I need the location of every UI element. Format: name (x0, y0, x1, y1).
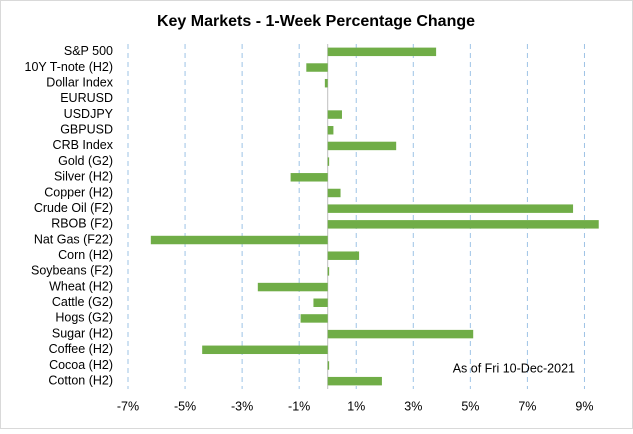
bar (327, 188, 341, 198)
y-tick-label: Hogs (G2) (55, 311, 113, 325)
bar (257, 282, 328, 292)
y-tick-label: Cattle (G2) (52, 295, 113, 309)
y-tick-label: 10Y T-note (H2) (25, 60, 113, 74)
x-tick-label: -5% (174, 399, 196, 413)
bar (202, 345, 328, 355)
bar (290, 173, 328, 182)
bar (327, 220, 599, 229)
x-tick-label: 3% (404, 399, 422, 413)
bar (327, 251, 360, 260)
y-tick-label: Coffee (H2) (49, 342, 113, 356)
bar (327, 267, 330, 276)
y-tick-label: Wheat (H2) (49, 279, 113, 293)
y-tick-label: CRB Index (53, 138, 114, 152)
y-tick-label: Cocoa (H2) (49, 358, 113, 372)
y-tick-label: Soybeans (F2) (31, 264, 113, 278)
y-tick-label: Nat Gas (F22) (34, 232, 113, 246)
y-tick-label: RBOB (F2) (51, 217, 113, 231)
chart-title: Key Markets - 1-Week Percentage Change (157, 13, 475, 30)
y-tick-label: Copper (H2) (44, 185, 113, 199)
x-tick-label: 5% (461, 399, 479, 413)
annotation: As of Fri 10-Dec-2021 (453, 361, 575, 375)
y-tick-label: GBPUSD (60, 123, 113, 137)
y-tick-label: Silver (H2) (54, 170, 113, 184)
y-tick-label: EURUSD (60, 91, 113, 105)
bar (327, 47, 437, 57)
bar (150, 235, 328, 245)
bar (327, 376, 382, 386)
y-tick-label: Sugar (H2) (52, 326, 113, 340)
bar (300, 314, 328, 323)
x-tick-label: -3% (231, 399, 253, 413)
bar (306, 63, 328, 72)
x-tick-label: 7% (518, 399, 536, 413)
y-tick-label: S&P 500 (64, 44, 113, 58)
x-tick-label: 1% (347, 399, 365, 413)
bar (327, 329, 474, 339)
y-tick-label: Crude Oil (F2) (34, 201, 113, 215)
x-tick-label: -1% (288, 399, 310, 413)
bar (327, 110, 342, 119)
bar (324, 78, 328, 88)
bar (327, 126, 334, 135)
y-tick-label: Gold (G2) (58, 154, 113, 168)
x-tick-label: 9% (575, 399, 593, 413)
y-tick-label: Cotton (H2) (48, 373, 113, 387)
y-tick-label: USDJPY (64, 107, 114, 121)
bar (327, 157, 330, 166)
bar (327, 141, 397, 151)
y-tick-label: Corn (H2) (58, 248, 113, 262)
y-tick-label: Dollar Index (46, 76, 113, 90)
x-tick-label: -7% (117, 399, 139, 413)
bar (313, 298, 328, 307)
bar (327, 361, 330, 370)
bar (327, 204, 574, 213)
